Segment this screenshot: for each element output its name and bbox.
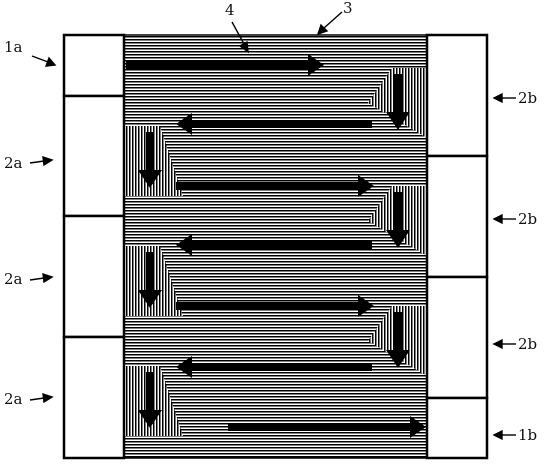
flow-arrow-right-exit (228, 416, 426, 438)
leader-arrows (29, 11, 516, 441)
flow-arrow-left-1 (176, 113, 372, 135)
block-2b-1 (425, 33, 489, 158)
block-1a (62, 33, 126, 98)
flow-arrow-down-l3 (138, 372, 162, 428)
block-1b (425, 396, 489, 460)
block-2a-2 (62, 214, 126, 339)
label-ref-4: 4 (225, 1, 235, 19)
block-2a-1 (62, 94, 126, 218)
flow-arrow-right-1 (126, 54, 324, 76)
block-2b-2 (425, 154, 489, 279)
left-blocks (62, 33, 126, 460)
flow-arrow-down-r2 (386, 192, 410, 248)
label-1b: 1b (518, 426, 538, 444)
right-blocks (425, 33, 489, 460)
block-2b-3 (425, 275, 489, 400)
label-ref-3: 3 (343, 0, 353, 17)
label-1a: 1a (4, 38, 23, 56)
label-2b-3: 2b (518, 335, 538, 353)
label-2b-1: 2b (518, 89, 538, 107)
flow-arrow-down-l1 (138, 132, 162, 188)
block-2a-3 (62, 335, 126, 460)
flow-arrow-left-3 (176, 356, 372, 378)
flow-arrow-down-r1 (386, 74, 410, 130)
flow-arrow-left-2 (176, 234, 372, 256)
flow-arrow-right-2 (176, 175, 374, 197)
label-2a-3: 2a (4, 390, 23, 408)
flow-arrow-down-r3 (386, 312, 410, 368)
label-2a-1: 2a (4, 154, 23, 172)
flow-arrow-right-3 (176, 295, 374, 317)
flow-arrows (126, 54, 426, 438)
flow-arrow-down-l2 (138, 252, 162, 308)
label-2a-2: 2a (4, 270, 23, 288)
label-2b-2: 2b (518, 210, 538, 228)
